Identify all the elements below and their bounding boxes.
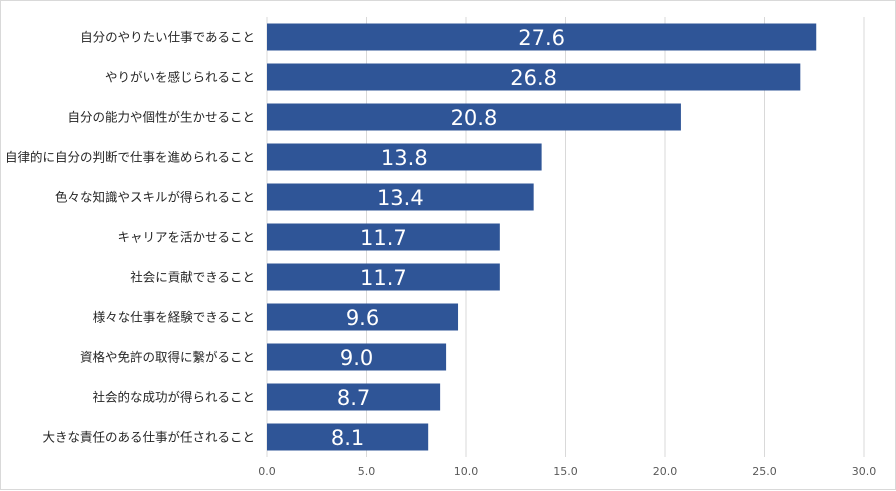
category-label: 資格や免許の取得に繋がること <box>80 350 255 365</box>
bar <box>267 263 500 291</box>
category-label: 自分のやりたい仕事であること <box>80 30 255 45</box>
bar <box>267 223 500 251</box>
category-label: 自分の能力や個性が生かせること <box>67 110 255 125</box>
bar <box>267 423 429 451</box>
bars <box>267 23 817 451</box>
category-label: 様々な仕事を経験できること <box>93 310 255 325</box>
category-label: やりがいを感じられること <box>105 70 255 85</box>
category-label: 社会に貢献できること <box>130 270 255 285</box>
bar <box>267 183 534 211</box>
data-label: 9.0 <box>340 346 373 370</box>
data-label: 9.6 <box>346 306 379 330</box>
x-tick-labels: 0.0 5.0 10.0 15.0 20.0 25.0 30.0 <box>258 465 876 478</box>
bar <box>267 63 801 91</box>
x-tick-label: 20.0 <box>653 465 678 478</box>
data-label: 27.6 <box>518 26 565 50</box>
category-label: キャリアを活かせること <box>117 230 255 245</box>
category-label: 大きな責任のある仕事が任されること <box>42 430 255 445</box>
x-tick-label: 30.0 <box>852 465 877 478</box>
data-label: 11.7 <box>360 266 407 290</box>
data-label: 8.1 <box>331 426 364 450</box>
x-tick-label: 0.0 <box>258 465 276 478</box>
category-label: 色々な知識やスキルが得られること <box>55 190 255 205</box>
data-label: 8.7 <box>337 386 370 410</box>
bar <box>267 103 681 131</box>
data-label: 26.8 <box>510 66 557 90</box>
bar <box>267 23 817 51</box>
x-tick-label: 15.0 <box>553 465 578 478</box>
x-tick-label: 25.0 <box>752 465 777 478</box>
bar <box>267 303 459 331</box>
category-label: 社会的な成功が得られること <box>92 390 255 405</box>
category-label: 自律的に自分の判断で仕事を進められること <box>5 150 255 165</box>
data-label: 13.4 <box>377 186 424 210</box>
data-labels: 27.6 26.8 20.8 13.8 13.4 11.7 11.7 9.6 9.0 8.7 8.1 <box>331 26 565 450</box>
bar <box>267 143 542 171</box>
bar <box>267 343 447 371</box>
x-tick-label: 10.0 <box>454 465 479 478</box>
x-tick-label: 5.0 <box>358 465 376 478</box>
data-label: 11.7 <box>360 226 407 250</box>
bar <box>267 383 441 411</box>
category-labels: 自分のやりたい仕事であることやりがいを感じられること自分の能力や個性が生かせるこ… <box>5 30 255 445</box>
data-label: 20.8 <box>451 106 498 130</box>
data-label: 13.8 <box>381 146 428 170</box>
